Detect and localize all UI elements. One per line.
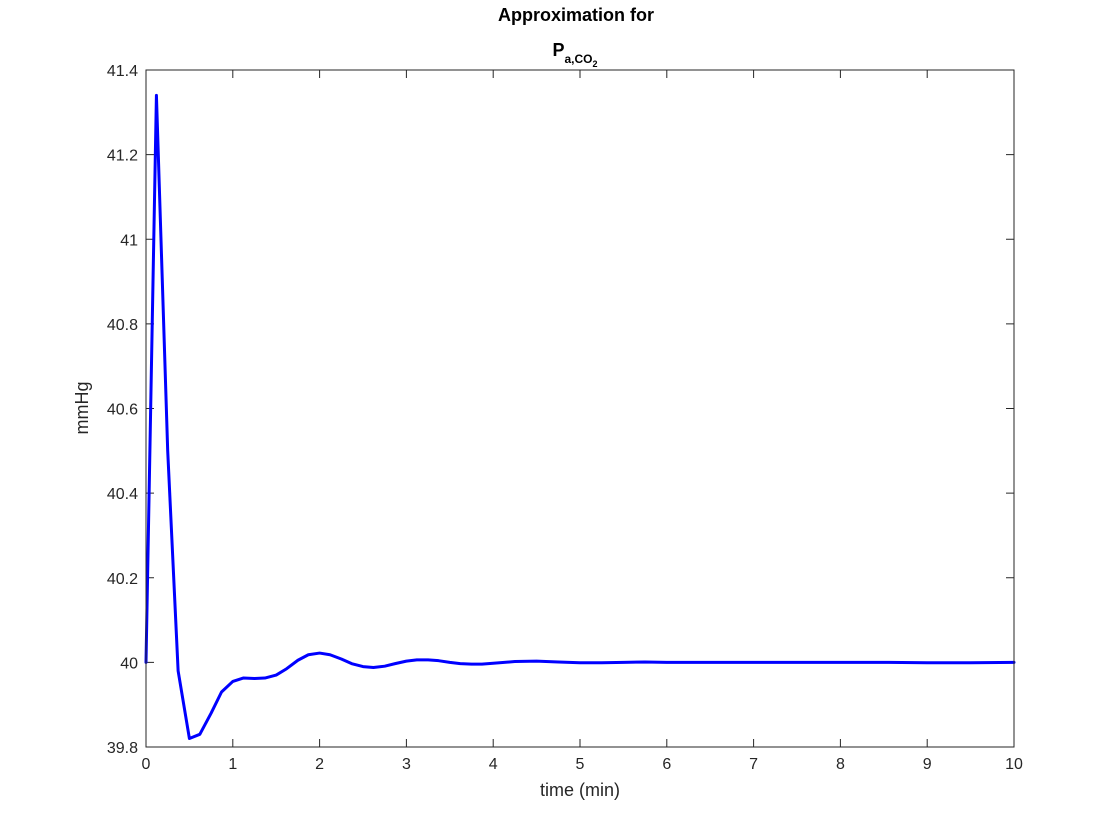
series-layer	[144, 93, 1016, 741]
y-tick-label: 41.4	[107, 63, 138, 80]
x-tick-label: 4	[489, 756, 498, 773]
x-tick-label: 10	[1005, 756, 1023, 773]
chart-title: Approximation for	[498, 5, 654, 25]
x-tick-label: 5	[576, 756, 585, 773]
axis-ticks: 0 1 2 3 4 5 6 7 8 9 10 39.8 40 40.2 40.4 40.6 40.8 41 41.2…	[107, 63, 1023, 773]
title-symbol-base: P	[552, 40, 564, 60]
y-tick-label: 41	[120, 232, 138, 249]
y-tick-label: 40.6	[107, 402, 138, 419]
x-tick-label: 2	[315, 756, 324, 773]
x-tick-label: 9	[923, 756, 932, 773]
x-tick-label: 3	[402, 756, 411, 773]
y-tick-label: 40.2	[107, 571, 138, 588]
x-tick-label: 6	[662, 756, 671, 773]
axes-box	[145, 69, 1015, 748]
y-tick-label: 40.4	[107, 486, 138, 503]
y-tick-label: 39.8	[107, 740, 138, 757]
y-axis-label: mmHg	[72, 382, 92, 435]
title-symbol-subscript: a,CO	[564, 52, 592, 66]
x-tick-label: 7	[749, 756, 758, 773]
x-tick-label: 8	[836, 756, 845, 773]
y-tick-label: 40.8	[107, 317, 138, 334]
y-tick-label: 40	[120, 655, 138, 672]
plot-area	[146, 70, 1014, 747]
title-symbol-sub-subscript: 2	[593, 59, 598, 69]
x-tick-label: 0	[142, 756, 151, 773]
y-tick-label: 41.2	[107, 148, 138, 165]
series-line-0	[144, 93, 1016, 741]
chart-title-symbol: Pa,CO2	[552, 40, 597, 69]
x-axis-label: time (min)	[540, 780, 620, 800]
x-tick-label: 1	[228, 756, 237, 773]
